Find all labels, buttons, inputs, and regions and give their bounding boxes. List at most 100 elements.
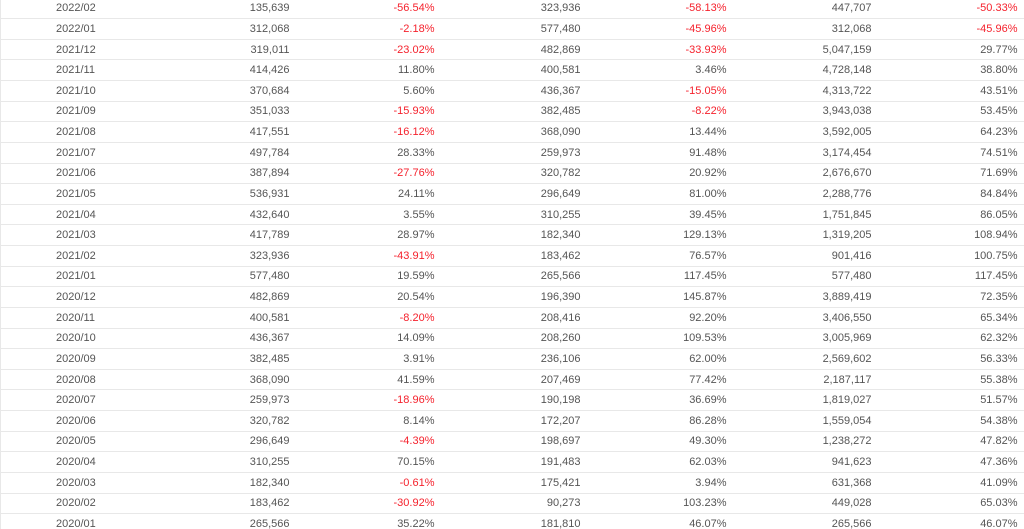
value-cell: 1,819,027 — [733, 389, 879, 411]
value-cell: 108.94% — [878, 224, 1024, 246]
value-cell: 351,033 — [150, 101, 297, 123]
month-cell: 2021/05 — [0, 183, 151, 205]
value-cell: 2,676,670 — [733, 163, 879, 185]
value-cell: 417,789 — [150, 224, 297, 246]
month-cell: 2020/09 — [0, 348, 151, 370]
value-cell: 182,340 — [150, 472, 297, 494]
value-cell: 77.42% — [587, 369, 734, 391]
value-cell: 482,869 — [441, 39, 588, 61]
month-cell: 2021/09 — [0, 101, 151, 123]
value-cell: 368,090 — [150, 369, 297, 391]
value-cell: -23.02% — [296, 39, 442, 61]
value-cell: 3.91% — [296, 348, 442, 370]
value-cell: 1,319,205 — [733, 224, 879, 246]
value-cell: 117.45% — [587, 266, 734, 288]
value-cell: 35.22% — [296, 513, 442, 529]
value-cell: -8.22% — [587, 101, 734, 123]
value-cell: 196,390 — [441, 286, 588, 308]
value-cell: 265,566 — [441, 266, 588, 288]
value-cell: 3.46% — [587, 59, 734, 81]
value-cell: 3,943,038 — [733, 101, 879, 123]
table-row: 2021/06 387,894 -27.76% 320,782 20.92% 2,676,… — [0, 163, 1024, 185]
value-cell: -4.39% — [296, 431, 442, 453]
value-cell: -16.12% — [296, 121, 442, 143]
value-cell: 62.32% — [878, 328, 1024, 350]
month-cell: 2020/05 — [0, 431, 151, 453]
table-row: 2021/12 319,011 -23.02% 482,869 -33.93% 5,047… — [0, 39, 1024, 61]
month-cell: 2020/07 — [0, 389, 151, 411]
month-cell: 2021/02 — [0, 245, 151, 267]
value-cell: 11.80% — [296, 59, 442, 81]
month-cell: 2020/06 — [0, 410, 151, 432]
value-cell: 53.45% — [878, 101, 1024, 123]
value-cell: 370,684 — [150, 80, 297, 102]
value-cell: 5.60% — [296, 80, 442, 102]
value-cell: 631,368 — [733, 472, 879, 494]
month-cell: 2020/11 — [0, 307, 151, 329]
month-cell: 2021/07 — [0, 142, 151, 164]
value-cell: 19.59% — [296, 266, 442, 288]
value-cell: 55.38% — [878, 369, 1024, 391]
value-cell: 2,288,776 — [733, 183, 879, 205]
value-cell: 84.84% — [878, 183, 1024, 205]
month-cell: 2021/10 — [0, 80, 151, 102]
value-cell: 103.23% — [587, 493, 734, 515]
table-row: 2021/02 323,936 -43.91% 183,462 76.57% 901,41… — [0, 245, 1024, 267]
value-cell: 46.07% — [587, 513, 734, 529]
month-cell: 2020/08 — [0, 369, 151, 391]
table-row: 2021/09 351,033 -15.93% 382,485 -8.22% 3,943,… — [0, 101, 1024, 123]
value-cell: 207,469 — [441, 369, 588, 391]
value-cell: 4,728,148 — [733, 59, 879, 81]
value-cell: 117.45% — [878, 266, 1024, 288]
value-cell: 4,313,722 — [733, 80, 879, 102]
table-row: 2021/11 414,426 11.80% 400,581 3.46% 4,728,14… — [0, 59, 1024, 81]
value-cell: 320,782 — [150, 410, 297, 432]
value-cell: 86.05% — [878, 204, 1024, 226]
value-cell: 2,187,117 — [733, 369, 879, 391]
value-cell: 296,649 — [150, 431, 297, 453]
value-cell: -15.93% — [296, 101, 442, 123]
table-row: 2022/01 312,068 -2.18% 577,480 -45.96% 312,06… — [0, 18, 1024, 40]
month-cell: 2020/03 — [0, 472, 151, 494]
value-cell: 56.33% — [878, 348, 1024, 370]
month-cell: 2021/12 — [0, 39, 151, 61]
value-cell: 323,936 — [441, 0, 588, 20]
table-row: 2021/03 417,789 28.97% 182,340 129.13% 1,319,… — [0, 224, 1024, 246]
value-cell: 49.30% — [587, 431, 734, 453]
value-cell: 14.09% — [296, 328, 442, 350]
value-cell: 190,198 — [441, 389, 588, 411]
value-cell: 65.03% — [878, 493, 1024, 515]
table-row: 2020/02 183,462 -30.92% 90,273 103.23% 449,02… — [0, 493, 1024, 515]
value-cell: 172,207 — [441, 410, 588, 432]
table-row: 2020/10 436,367 14.09% 208,260 109.53% 3,005,… — [0, 328, 1024, 350]
value-cell: 39.45% — [587, 204, 734, 226]
value-cell: 414,426 — [150, 59, 297, 81]
value-cell: 382,485 — [150, 348, 297, 370]
table-row: 2020/12 482,869 20.54% 196,390 145.87% 3,889,… — [0, 286, 1024, 308]
month-cell: 2022/02 — [0, 0, 151, 20]
value-cell: 3,005,969 — [733, 328, 879, 350]
value-cell: -56.54% — [296, 0, 442, 20]
value-cell: 319,011 — [150, 39, 297, 61]
value-cell: 182,340 — [441, 224, 588, 246]
value-cell: 198,697 — [441, 431, 588, 453]
value-cell: 901,416 — [733, 245, 879, 267]
value-cell: 183,462 — [441, 245, 588, 267]
month-cell: 2021/06 — [0, 163, 151, 185]
value-cell: 91.48% — [587, 142, 734, 164]
month-cell: 2020/10 — [0, 328, 151, 350]
month-cell: 2021/08 — [0, 121, 151, 143]
value-cell: 208,260 — [441, 328, 588, 350]
value-cell: -58.13% — [587, 0, 734, 20]
value-cell: 90,273 — [441, 493, 588, 515]
value-cell: 2,569,602 — [733, 348, 879, 370]
value-cell: 109.53% — [587, 328, 734, 350]
value-cell: 447,707 — [733, 0, 879, 20]
value-cell: 5,047,159 — [733, 39, 879, 61]
value-cell: -18.96% — [296, 389, 442, 411]
value-cell: 436,367 — [441, 80, 588, 102]
table-row: 2021/07 497,784 28.33% 259,973 91.48% 3,174,4… — [0, 142, 1024, 164]
value-cell: 8.14% — [296, 410, 442, 432]
table-row: 2021/08 417,551 -16.12% 368,090 13.44% 3,592,… — [0, 121, 1024, 143]
